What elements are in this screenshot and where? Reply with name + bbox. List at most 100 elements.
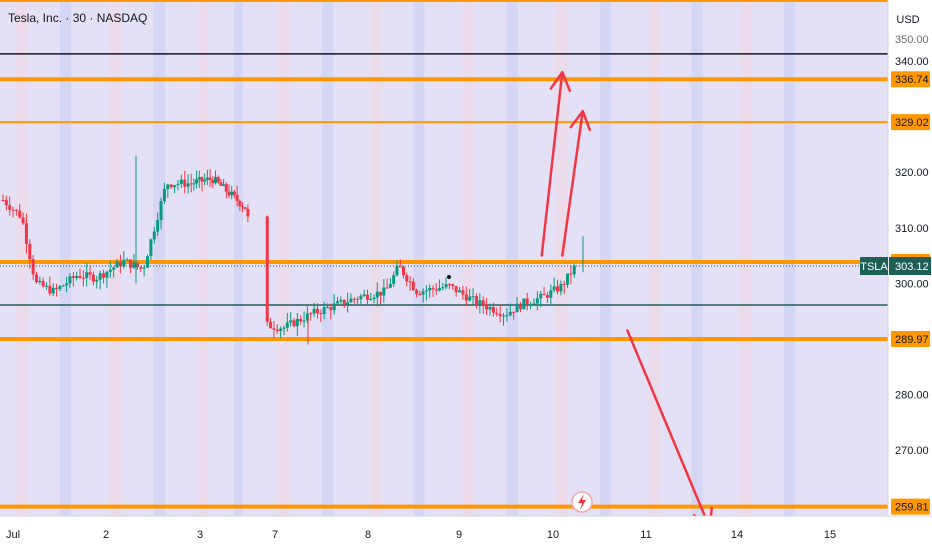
candle-body (392, 275, 396, 285)
time-axis-bg[interactable] (0, 516, 932, 550)
band-pink (740, 0, 752, 516)
candle-body (195, 179, 199, 184)
candle-body (388, 284, 392, 288)
x-tick-label: 10 (547, 529, 559, 541)
candle-body (395, 266, 399, 276)
candle-body (315, 308, 319, 314)
candle-body (216, 177, 220, 183)
candle-body (179, 179, 183, 184)
candle-body (491, 307, 495, 313)
level-tag-bg (891, 331, 930, 348)
candle-body (418, 294, 422, 296)
band-blue (59, 0, 72, 516)
x-tick-label: 15 (824, 529, 836, 541)
y-tick-label: 340.00 (895, 56, 929, 68)
candle-body (444, 284, 448, 288)
candle-body (535, 298, 539, 304)
band-blue (413, 0, 425, 516)
candle-body (98, 273, 102, 280)
candle-body (102, 273, 106, 278)
candle-body (4, 200, 8, 206)
candle-body (132, 262, 136, 268)
candle-body (31, 259, 35, 275)
candle-body (292, 320, 296, 327)
candle-body (518, 303, 522, 310)
candle-body (224, 184, 228, 192)
candle-body (95, 279, 99, 282)
candle-body (415, 290, 419, 295)
candle-body (309, 313, 313, 315)
candle-body (559, 283, 563, 292)
candle-body (569, 273, 573, 275)
candle-body (8, 205, 12, 210)
candle-body (451, 284, 455, 287)
level-tag-bg (891, 498, 930, 515)
candle-body (539, 293, 543, 299)
candle-body (166, 184, 170, 189)
level-tag-label: 289.97 (895, 334, 929, 346)
candle-body (562, 283, 566, 285)
band-pink (198, 0, 208, 516)
candle-body (243, 207, 247, 209)
candle-body (508, 311, 512, 316)
candle-body (552, 286, 556, 291)
candle-body (75, 275, 79, 278)
arrow-head (549, 70, 572, 92)
candle-body (352, 298, 356, 300)
last-price-tag: TSLA 303.12 (860, 257, 931, 275)
candle-body (408, 281, 412, 283)
band-pink (462, 0, 474, 516)
candle-body (481, 300, 485, 306)
candle-body (471, 296, 475, 298)
candle-body (91, 274, 95, 282)
candle-body (162, 188, 166, 202)
candle-body (329, 307, 333, 311)
candle-body (235, 194, 239, 201)
candle-body (81, 277, 85, 279)
candle-body (55, 287, 59, 290)
arrow-shaft (626, 329, 711, 530)
candle-body (135, 262, 139, 267)
candle-body (129, 259, 133, 268)
candle-body (156, 220, 160, 232)
band-pink (16, 0, 28, 516)
candle-body (21, 217, 25, 224)
candle-body (488, 307, 492, 310)
level-tag-bg (891, 71, 930, 88)
band-pink (370, 0, 382, 516)
candle-body (230, 191, 234, 196)
candle-body (11, 209, 15, 211)
candle-body (122, 259, 126, 267)
x-axis-ticks: Jul 2 3 7 8 9 10 11 14 15 (6, 529, 836, 541)
candle-body (502, 315, 506, 317)
candle-body (299, 318, 303, 322)
candle-body (372, 297, 376, 300)
candle-body (522, 298, 526, 310)
band-blue (153, 0, 165, 516)
axis-header-bg (889, 0, 932, 34)
candle-body (402, 266, 405, 276)
candle-body (48, 285, 52, 294)
candle-body (51, 287, 55, 294)
band-blue (783, 0, 796, 516)
candle-body (14, 209, 18, 211)
candle-body (142, 267, 146, 269)
candle-body (428, 287, 432, 291)
band-blue (506, 0, 518, 516)
candle-body (441, 287, 445, 289)
candle-body (58, 286, 62, 290)
candle-body (319, 313, 323, 315)
candlesticks (1, 155, 584, 345)
axis-clip (890, 35, 932, 45)
candle-body (332, 303, 336, 311)
x-tick-label: Jul (6, 529, 20, 541)
candle-body (379, 291, 383, 296)
currency-label-front[interactable]: USD (896, 14, 919, 26)
candle-body (269, 321, 273, 329)
chart-title[interactable]: Tesla, Inc. · 30 · NASDAQ (8, 11, 147, 25)
candle-body (498, 314, 502, 317)
x-tick-label: 11 (640, 529, 651, 541)
candle-body (365, 294, 369, 300)
candle-body (322, 307, 326, 314)
